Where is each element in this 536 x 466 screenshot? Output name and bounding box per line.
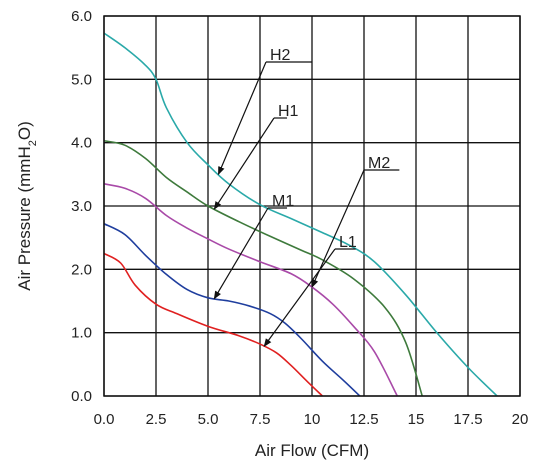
x-axis-title: Air Flow (CFM) [255,441,369,460]
callout-label-h1: H1 [278,103,299,120]
plot-frame [103,15,521,397]
callout-label-l1: L1 [339,234,357,251]
y-tick-label: 3.0 [71,198,92,215]
x-tick-label: 2.5 [146,411,167,428]
curve-h1 [103,139,424,397]
callout-arrow-m1 [213,207,269,300]
grid [103,15,521,397]
callout-arrow-l1 [263,248,336,347]
y-axis-title-subscript: 2 [27,140,39,146]
y-tick-label: 0.0 [71,388,92,405]
curve-h2 [103,32,498,397]
x-tick-label: 12.5 [349,411,378,428]
callout-arrow-h1 [213,117,275,210]
y-tick-labels: 0.0 1.0 2.0 3.0 4.0 5.0 6.0 [71,8,92,405]
y-tick-label: 5.0 [71,71,92,88]
y-tick-label: 4.0 [71,135,92,152]
x-tick-label: 20 [512,411,529,428]
callout-arrow-h2 [217,61,267,176]
x-tick-label: 10 [304,411,321,428]
x-tick-label: 17.5 [453,411,482,428]
y-axis-title-suffix: O) [15,121,34,140]
callout-label-m1: M1 [272,193,294,210]
curves [103,32,498,397]
curve-m1 [103,223,361,397]
x-tick-label: 0.0 [94,411,115,428]
callout-label-h2: H2 [270,47,291,64]
x-tick-label: 7.5 [250,411,271,428]
y-tick-label: 1.0 [71,325,92,342]
callout-label-m2: M2 [368,155,390,172]
callout-arrow-m2 [311,169,365,288]
x-tick-label: 15 [408,411,425,428]
y-tick-label: 2.0 [71,261,92,278]
y-axis-title: Air Pressure (mmH2O) [15,121,39,291]
y-tick-label: 6.0 [71,8,92,25]
y-axis-title-prefix: Air Pressure (mmH [15,146,34,291]
x-tick-labels: 0.0 2.5 5.0 7.5 10 12.5 15 17.5 20 [94,411,529,428]
x-tick-label: 5.0 [198,411,219,428]
callouts: H2 H1 M2 M1 L1 [213,47,400,347]
curve-l1 [103,252,323,397]
curve-m2 [103,183,398,397]
